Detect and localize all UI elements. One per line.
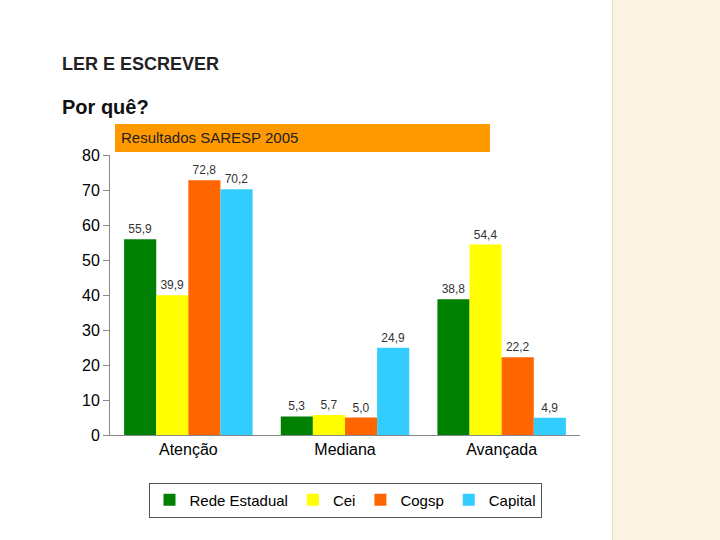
svg-text:55,9: 55,9	[128, 222, 152, 236]
html-text:Por quê?: Por quê?	[62, 96, 149, 118]
svg-text:5,3: 5,3	[288, 399, 305, 413]
svg-text:54,4: 54,4	[474, 228, 498, 242]
svg-text:20: 20	[82, 357, 100, 374]
svg-text:40: 40	[82, 287, 100, 304]
svg-text:Cogsp: Cogsp	[400, 492, 443, 509]
svg-text:70,2: 70,2	[225, 172, 249, 186]
svg-text:Atenção: Atenção	[159, 441, 218, 458]
svg-text:5,7: 5,7	[320, 398, 337, 412]
svg-text:70: 70	[82, 182, 100, 199]
svg-text:5,0: 5,0	[353, 401, 370, 415]
svg-text:Capital: Capital	[489, 492, 536, 509]
svg-text:Rede Estadual: Rede Estadual	[190, 492, 288, 509]
svg-text:4,9: 4,9	[541, 401, 558, 415]
svg-text:Mediana: Mediana	[314, 441, 375, 458]
svg-text:10: 10	[82, 392, 100, 409]
svg-text:60: 60	[82, 217, 100, 234]
svg-text:Cei: Cei	[333, 492, 356, 509]
svg-text:24,9: 24,9	[381, 331, 405, 345]
svg-text:0: 0	[91, 427, 100, 444]
svg-text:Avançada: Avançada	[466, 441, 537, 458]
svg-text:80: 80	[82, 147, 100, 164]
svg-text:50: 50	[82, 252, 100, 269]
svg-text:30: 30	[82, 322, 100, 339]
svg-text:39,9: 39,9	[160, 278, 184, 292]
html-text:LER E ESCREVER: LER E ESCREVER	[62, 54, 219, 74]
html-text:Resultados SARESP 2005: Resultados SARESP 2005	[121, 129, 299, 146]
svg-text:22,2: 22,2	[506, 340, 530, 354]
svg-text:38,8: 38,8	[442, 282, 466, 296]
svg-text:72,8: 72,8	[193, 163, 217, 177]
